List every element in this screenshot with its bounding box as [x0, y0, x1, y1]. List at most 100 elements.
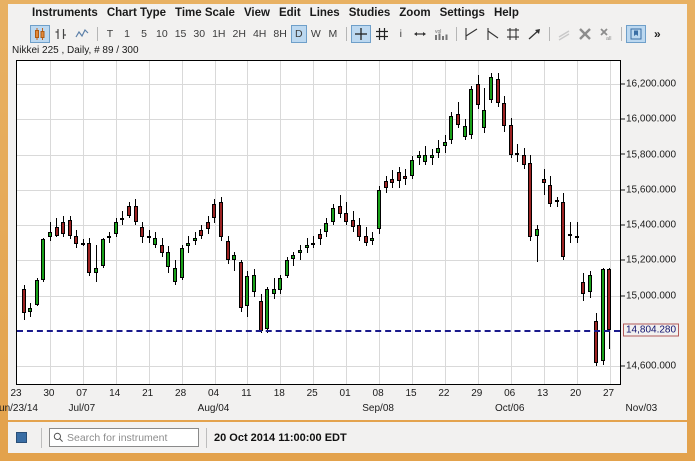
toolbar-ray-line-icon[interactable] — [482, 25, 502, 43]
toolbar-interval-4hour[interactable]: 4H — [250, 25, 269, 43]
candle-body[interactable] — [324, 223, 329, 233]
search-input[interactable]: Search for instrument — [49, 428, 199, 447]
candle-body[interactable] — [594, 320, 599, 363]
candle-body[interactable] — [67, 219, 72, 236]
candle-body[interactable] — [357, 225, 362, 238]
candle-body[interactable] — [80, 242, 85, 245]
toolbar-interval-monthly[interactable]: M — [325, 25, 341, 43]
candle-body[interactable] — [370, 237, 375, 241]
candle-body[interactable] — [311, 242, 316, 245]
connection-status-indicator[interactable] — [16, 432, 27, 443]
candle-body[interactable] — [502, 103, 507, 127]
menu-item-lines[interactable]: Lines — [309, 7, 340, 19]
candle-body[interactable] — [488, 76, 493, 100]
candle-body[interactable] — [423, 154, 428, 162]
price-axis[interactable]: 16,200.000 16,000.000 15,800.000 15,600.000… — [621, 60, 687, 385]
candle-body[interactable] — [284, 260, 289, 277]
candle-body[interactable] — [251, 274, 256, 293]
toolbar-line-chart-type-icon[interactable] — [72, 25, 92, 43]
candle-body[interactable] — [94, 267, 99, 273]
toolbar-trendline-icon[interactable] — [461, 25, 481, 43]
toolbar-fibonacci-icon[interactable] — [503, 25, 523, 43]
toolbar-delete-line-icon[interactable] — [575, 25, 595, 43]
candle-body[interactable] — [495, 78, 500, 104]
candle-body[interactable] — [600, 269, 605, 362]
candle-body[interactable] — [258, 301, 263, 331]
candle-body[interactable] — [245, 276, 250, 307]
candle-body[interactable] — [219, 202, 224, 238]
toolbar-interval-8hour[interactable]: 8H — [270, 25, 289, 43]
menu-item-help[interactable]: Help — [493, 7, 519, 19]
candle-body[interactable] — [61, 221, 66, 234]
candle-body[interactable] — [383, 181, 388, 189]
candle-body[interactable] — [199, 230, 204, 236]
candle-body[interactable] — [28, 308, 33, 312]
menu-item-studies[interactable]: Studies — [348, 7, 391, 19]
toolbar-candlestick-chart-type-icon[interactable] — [30, 24, 50, 43]
candle-body[interactable] — [449, 115, 454, 141]
candle-body[interactable] — [140, 226, 145, 238]
toolbar-bar-chart-type-icon[interactable] — [51, 25, 71, 43]
candle-body[interactable] — [403, 175, 408, 180]
candle-body[interactable] — [475, 83, 480, 106]
candle-body[interactable] — [34, 279, 39, 305]
toolbar-interval-1min[interactable]: 1 — [119, 25, 135, 43]
candle-body[interactable] — [265, 288, 270, 330]
candle-body[interactable] — [344, 212, 349, 222]
candle-body[interactable] — [100, 239, 105, 266]
candle-body[interactable] — [528, 163, 533, 238]
toolbar-horizontal-scale-icon[interactable] — [410, 25, 430, 43]
toolbar-delete-all-icon[interactable]: all — [596, 25, 616, 43]
candle-body[interactable] — [271, 288, 276, 294]
candle-body[interactable] — [581, 281, 586, 294]
candle-body[interactable] — [304, 244, 309, 249]
toolbar-arrow-pointer-icon[interactable] — [524, 25, 544, 43]
candle-body[interactable] — [396, 172, 401, 181]
candle-body[interactable] — [159, 244, 164, 254]
candle-body[interactable] — [232, 255, 237, 261]
candle-body[interactable] — [47, 232, 52, 238]
candle-body[interactable] — [574, 235, 579, 238]
toolbar-interval-2hour[interactable]: 2H — [230, 25, 249, 43]
date-axis[interactable]: 23 30 07 14 21 28 04 11 18 25 01 08 15 22 29 06 13 20 27 Ju… — [0, 386, 657, 420]
candle-body[interactable] — [409, 159, 414, 176]
toolbar-interval-10min[interactable]: 10 — [153, 25, 171, 43]
candle-body[interactable] — [205, 221, 210, 229]
toolbar-crosshair-icon[interactable] — [350, 24, 371, 43]
candle-body[interactable] — [416, 154, 421, 158]
toolbar-overflow-icon[interactable]: » — [649, 25, 666, 43]
candle-body[interactable] — [278, 278, 283, 291]
candle-body[interactable] — [508, 124, 513, 155]
toolbar-volume-icon[interactable]: vol — [431, 25, 451, 43]
candle-body[interactable] — [212, 204, 217, 219]
candle-body[interactable] — [390, 179, 395, 183]
toolbar-interval-5min[interactable]: 5 — [136, 25, 152, 43]
candle-body[interactable] — [567, 234, 572, 236]
candle-body[interactable] — [469, 89, 474, 136]
candle-body[interactable] — [535, 228, 540, 236]
toolbar-info-icon[interactable]: i — [393, 25, 409, 43]
candle-body[interactable] — [238, 262, 243, 309]
candle-body[interactable] — [482, 110, 487, 129]
toolbar-interval-daily[interactable]: D — [290, 24, 307, 43]
candle-body[interactable] — [521, 154, 526, 166]
candle-body[interactable] — [442, 142, 447, 146]
candle-body[interactable] — [107, 235, 112, 238]
candle-body[interactable] — [153, 237, 158, 245]
candle-body[interactable] — [607, 269, 612, 331]
candle-body[interactable] — [41, 239, 46, 280]
candle-body[interactable] — [146, 235, 151, 238]
candle-body[interactable] — [350, 219, 355, 227]
candle-body[interactable] — [54, 226, 59, 236]
toolbar-interval-tick[interactable]: T — [102, 25, 118, 43]
candle-body[interactable] — [317, 234, 322, 240]
candle-body[interactable] — [186, 242, 191, 247]
menu-item-settings[interactable]: Settings — [439, 7, 485, 19]
candle-body[interactable] — [21, 288, 26, 314]
last-price-tag[interactable]: 14,804.280 — [623, 323, 680, 337]
menu-item-time-scale[interactable]: Time Scale — [175, 7, 235, 19]
menu-item-instruments[interactable]: Instruments — [32, 7, 98, 19]
menu-item-view[interactable]: View — [243, 7, 270, 19]
candle-body[interactable] — [330, 207, 335, 222]
menu-item-zoom[interactable]: Zoom — [399, 7, 431, 19]
